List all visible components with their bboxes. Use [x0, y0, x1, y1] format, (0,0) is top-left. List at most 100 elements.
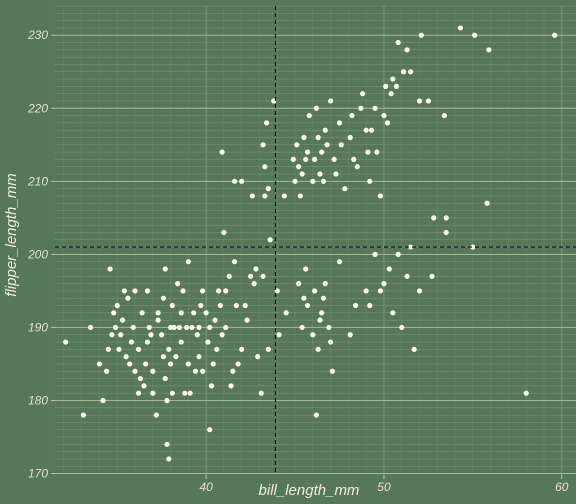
data-point	[425, 98, 432, 104]
x-tick-label: 50	[377, 480, 391, 494]
data-point	[160, 354, 167, 360]
data-point	[354, 164, 360, 170]
data-point	[111, 310, 117, 316]
data-point	[303, 156, 309, 163]
data-point	[187, 390, 193, 396]
data-point	[143, 361, 149, 367]
data-point	[107, 266, 113, 272]
data-point	[296, 281, 302, 287]
data-point	[109, 332, 115, 338]
data-point	[167, 324, 174, 331]
data-point	[390, 310, 396, 316]
data-point	[383, 83, 389, 89]
data-point	[315, 134, 321, 141]
data-point	[312, 288, 318, 294]
data-point	[400, 69, 407, 75]
data-point	[210, 361, 216, 367]
data-point	[312, 156, 318, 163]
data-point	[215, 288, 222, 294]
data-point	[169, 302, 175, 309]
data-point	[393, 83, 400, 89]
data-point	[166, 456, 172, 462]
data-point	[306, 112, 312, 119]
data-point	[183, 324, 190, 331]
y-axis-title: flipper_length_mm	[3, 173, 20, 296]
data-point	[313, 412, 319, 418]
data-point	[255, 354, 261, 360]
data-point	[416, 98, 423, 104]
data-point	[310, 178, 316, 184]
data-point	[388, 91, 394, 97]
data-point	[283, 310, 289, 316]
data-point	[80, 412, 87, 418]
data-point	[399, 324, 405, 331]
data-point	[127, 361, 133, 367]
data-point	[374, 149, 380, 155]
data-point	[292, 178, 298, 184]
data-point	[141, 383, 147, 389]
data-point	[212, 317, 218, 323]
data-point	[304, 302, 311, 309]
data-point	[137, 375, 143, 382]
data-point	[299, 324, 305, 331]
data-point	[294, 142, 300, 148]
data-point	[313, 105, 319, 111]
y-tick-label: 190	[28, 320, 48, 334]
data-points	[63, 25, 558, 462]
data-point	[208, 383, 215, 389]
data-point	[242, 302, 248, 309]
data-point	[155, 317, 161, 323]
data-point	[552, 32, 558, 38]
data-point	[331, 156, 337, 163]
data-point	[299, 171, 305, 177]
data-point	[185, 361, 191, 367]
data-point	[175, 281, 181, 287]
data-point	[297, 193, 303, 199]
data-point	[367, 178, 373, 184]
data-point	[164, 441, 170, 447]
data-point	[162, 375, 168, 382]
data-point	[119, 317, 126, 323]
data-point	[470, 244, 476, 250]
data-point	[203, 310, 209, 316]
data-point	[253, 266, 259, 272]
data-point	[112, 324, 119, 331]
data-point	[155, 310, 161, 316]
y-tick-label: 180	[28, 393, 48, 407]
data-point	[352, 302, 359, 309]
data-point	[443, 215, 449, 221]
data-point	[408, 69, 414, 75]
data-point	[153, 412, 159, 418]
data-point	[384, 120, 391, 126]
data-point	[372, 251, 378, 257]
data-point	[103, 368, 110, 374]
data-point	[128, 339, 135, 345]
data-point	[144, 339, 151, 345]
data-point	[329, 368, 335, 374]
data-point	[192, 368, 199, 374]
data-point	[351, 156, 357, 163]
data-point	[178, 310, 184, 316]
data-point	[116, 346, 122, 352]
data-point	[336, 259, 343, 265]
data-point	[310, 332, 316, 338]
data-point	[164, 397, 170, 404]
data-point	[191, 310, 197, 316]
data-point	[235, 361, 241, 367]
data-point	[317, 317, 323, 323]
data-point	[347, 332, 353, 338]
data-point	[324, 142, 330, 148]
data-point	[319, 149, 325, 155]
data-point	[363, 288, 369, 294]
data-point	[166, 346, 172, 352]
data-point	[217, 302, 223, 309]
data-point	[121, 288, 127, 294]
data-point	[100, 397, 106, 404]
data-point	[338, 142, 344, 148]
data-point	[96, 361, 103, 367]
data-point	[319, 310, 325, 316]
data-point	[484, 200, 490, 206]
data-point	[404, 273, 410, 279]
data-point	[416, 288, 423, 294]
